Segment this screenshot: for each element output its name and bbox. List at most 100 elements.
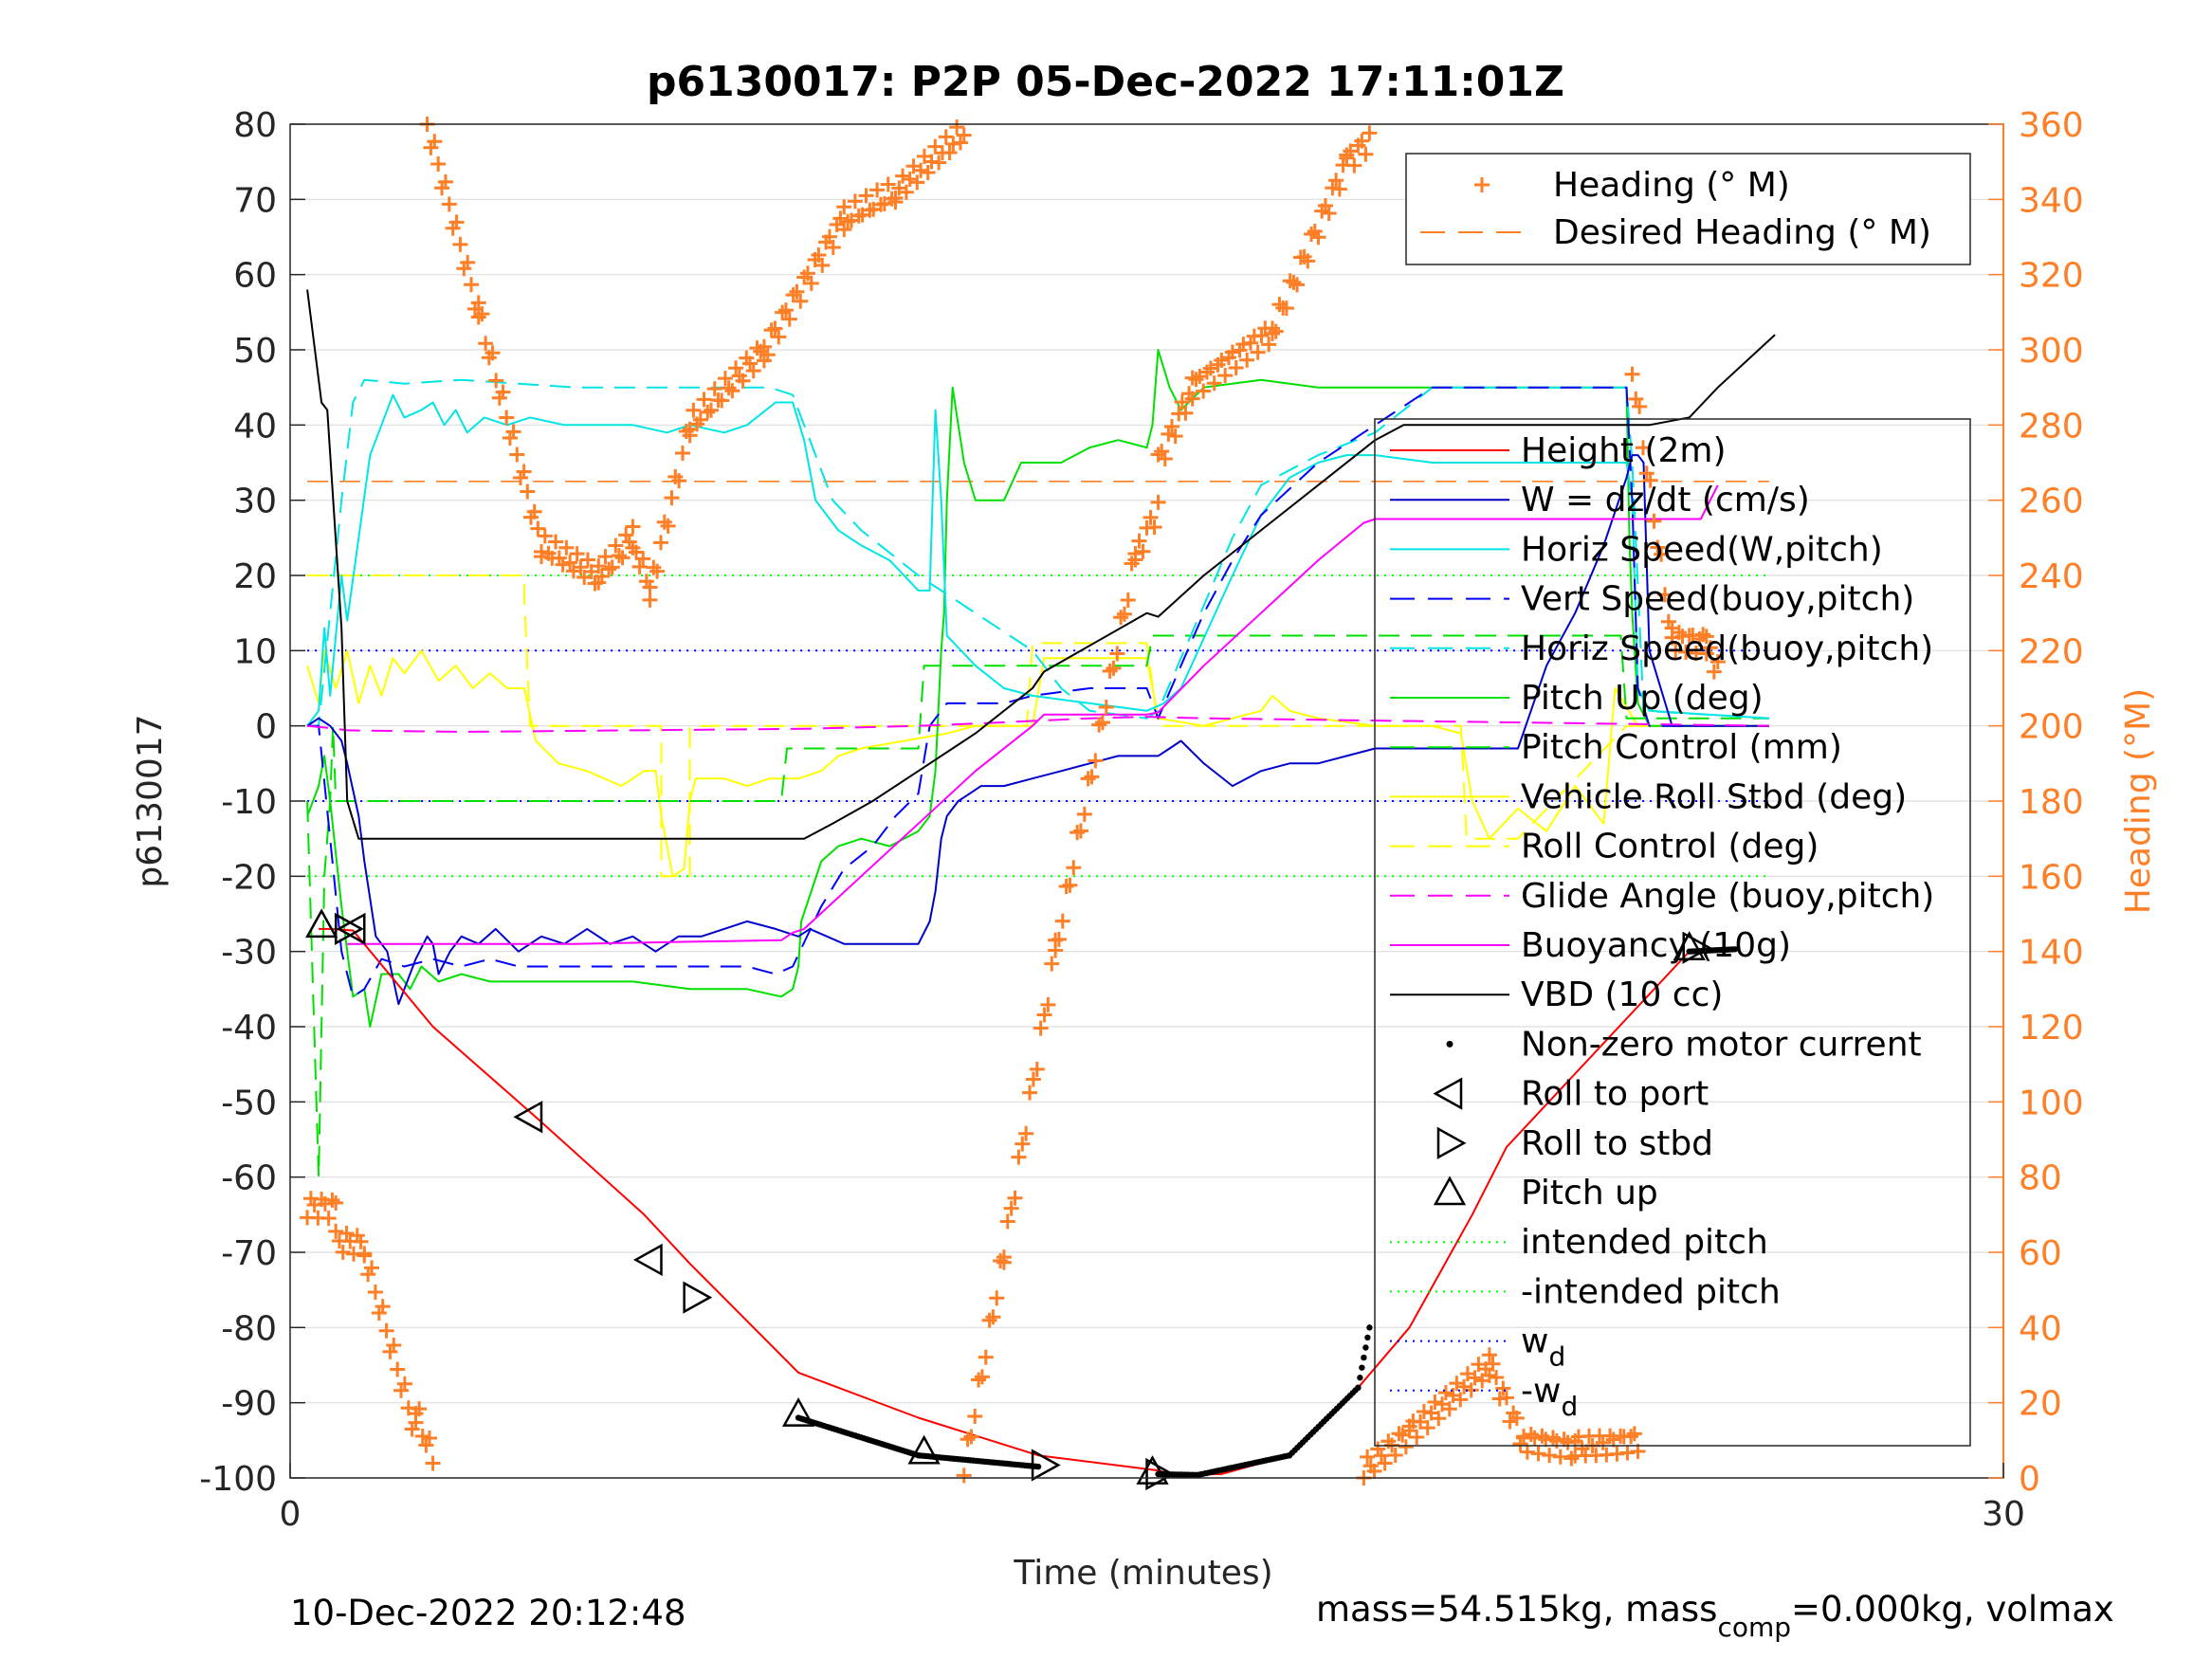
heading-marker <box>1146 520 1162 536</box>
heading-marker <box>548 534 564 550</box>
heading-marker <box>652 535 668 551</box>
x-axis-label: Time (minutes) <box>1013 1554 1272 1593</box>
pitch-up-marker <box>907 1434 941 1465</box>
heading-marker <box>671 473 687 489</box>
heading-marker <box>1271 297 1288 313</box>
heading-marker <box>1552 1449 1568 1465</box>
heading-marker <box>1416 1404 1432 1420</box>
heading-marker <box>1015 1136 1031 1152</box>
heading-marker <box>1022 1085 1038 1101</box>
heading-marker <box>526 503 542 520</box>
y-tick-label: 10 <box>233 632 277 671</box>
heading-marker <box>920 164 936 180</box>
heading-marker <box>1033 1020 1049 1036</box>
heading-marker <box>963 1429 979 1445</box>
pitch-up-marker <box>305 908 338 939</box>
heading-marker <box>558 539 575 556</box>
heading-marker <box>1282 273 1298 289</box>
grid <box>290 123 2003 1479</box>
heading-marker <box>978 1349 994 1365</box>
heading-marker <box>1560 1434 1576 1450</box>
heading-marker <box>956 1468 972 1484</box>
heading-marker <box>1157 450 1173 466</box>
heading-marker <box>735 373 751 389</box>
y-right-tick-label: 40 <box>2019 1309 2062 1348</box>
heading-marker <box>601 561 617 577</box>
heading-marker <box>781 311 797 327</box>
y-right-tick-label: 340 <box>2019 181 2084 220</box>
heading-marker <box>1072 823 1088 839</box>
legend-label: Vehicle Roll Stbd (deg) <box>1521 777 1907 816</box>
heading-marker <box>1702 640 1718 656</box>
legend-label: Glide Angle (buoy,pitch) <box>1521 877 1934 916</box>
heading-marker <box>952 135 968 151</box>
heading-marker <box>604 559 620 575</box>
legend-label: Roll Control (deg) <box>1521 828 1819 866</box>
left-axis: 80 70 60 50 40 30 20 10 0 -10 -20 -30 -40 -50 -60 -70 -8… <box>199 106 305 1499</box>
heading-marker <box>1668 643 1684 659</box>
heading-marker <box>814 257 831 273</box>
heading-marker <box>509 447 525 463</box>
heading-marker <box>1243 335 1259 351</box>
heading-marker <box>367 1285 383 1301</box>
heading-marker <box>470 295 486 311</box>
heading-marker <box>706 381 722 397</box>
heading-marker <box>714 392 730 409</box>
x-tick-label: 30 <box>1982 1495 2025 1534</box>
legend-dot-symbol <box>1446 1040 1453 1048</box>
heading-marker <box>728 360 744 376</box>
heading-marker <box>625 519 641 535</box>
heading-marker <box>1261 337 1277 353</box>
heading-marker <box>763 322 779 338</box>
heading-marker <box>1358 146 1374 162</box>
heading-marker <box>1278 301 1294 317</box>
y-axis-label-right: Heading (°M) <box>2119 688 2158 914</box>
heading-marker <box>631 558 648 574</box>
heading-marker <box>1346 157 1362 173</box>
heading-marker <box>1217 368 1234 384</box>
heading-marker <box>1387 1447 1403 1463</box>
heading-marker <box>421 1430 437 1446</box>
heading-marker <box>1331 181 1347 197</box>
legend-label: Roll to stbd <box>1521 1124 1713 1163</box>
heading-marker <box>1127 545 1143 561</box>
heading-marker <box>1224 344 1240 360</box>
y-tick-label: 60 <box>233 257 277 296</box>
heading-marker <box>821 228 837 245</box>
heading-marker <box>1646 513 1662 529</box>
legend-label-sub: d <box>1548 1341 1565 1373</box>
heading-marker <box>1632 398 1648 414</box>
heading-marker <box>745 363 761 379</box>
heading-marker <box>1289 277 1306 293</box>
heading-marker <box>1084 769 1100 785</box>
heading-marker <box>1642 472 1658 488</box>
heading-marker <box>696 392 712 408</box>
vbd-series <box>306 289 1776 840</box>
legend-pitch-up-symbol <box>1433 1176 1467 1206</box>
motor-current-dot <box>1362 1344 1369 1351</box>
heading-marker <box>771 329 787 345</box>
footer-mass-rest: =0.000kg, volmax <box>1791 1589 2114 1630</box>
heading-marker <box>534 543 550 559</box>
heading-marker <box>996 1254 1012 1270</box>
heading-marker <box>1018 1125 1034 1141</box>
heading-marker <box>956 127 972 143</box>
heading-marker <box>1174 394 1190 410</box>
heading-marker <box>430 155 447 172</box>
w-series <box>306 454 1769 1006</box>
roll-stbd-marker <box>1031 1449 1061 1482</box>
heading-marker <box>1088 753 1104 769</box>
heading-marker <box>1534 1428 1550 1444</box>
y-right-tick-label: 80 <box>2019 1159 2062 1198</box>
heading-marker <box>591 558 607 574</box>
heading-marker <box>775 304 791 320</box>
motor-current-dot <box>1364 1334 1371 1341</box>
legend-main-box <box>1374 418 1971 1447</box>
heading-marker <box>1453 1392 1469 1408</box>
heading-marker <box>437 173 453 190</box>
roll-port-marker <box>513 1101 543 1134</box>
heading-marker <box>516 464 532 480</box>
heading-marker <box>320 1211 337 1227</box>
heading-marker <box>1250 344 1266 360</box>
